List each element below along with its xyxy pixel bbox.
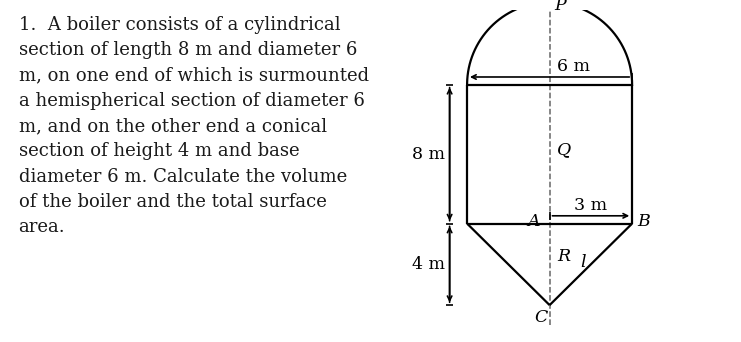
Text: l: l <box>581 254 586 271</box>
Text: A: A <box>528 213 540 230</box>
Text: Q: Q <box>557 141 571 158</box>
Text: R: R <box>557 248 571 265</box>
Text: 8 m: 8 m <box>412 146 445 163</box>
Text: 3 m: 3 m <box>574 197 608 214</box>
Text: 1.  A boiler consists of a cylindrical
section of length 8 m and diameter 6
m, o: 1. A boiler consists of a cylindrical se… <box>19 16 369 236</box>
Text: P: P <box>554 0 566 14</box>
Text: B: B <box>637 213 650 230</box>
Text: 6 m: 6 m <box>557 58 591 75</box>
Text: 4 m: 4 m <box>412 256 445 273</box>
Text: C: C <box>534 309 548 326</box>
